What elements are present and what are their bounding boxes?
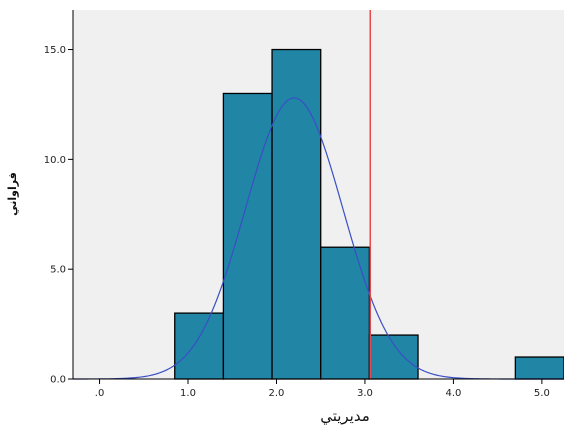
y-tick-label-1: 5.0	[50, 265, 66, 276]
x-axis-title: مديريتي	[320, 407, 370, 426]
y-tick-label-2: 10.0	[44, 155, 66, 166]
histogram-bar-1	[174, 312, 225, 380]
x-axis-ticks: .0 1.0 2.0 3.0 4.0 5.0	[95, 379, 550, 399]
histogram-bar-4	[320, 246, 371, 380]
x-tick-label-0: .0	[95, 388, 105, 399]
histogram-bar-5	[368, 334, 419, 380]
x-tick-label-3: 3.0	[357, 388, 373, 399]
x-tick-label-2: 2.0	[269, 388, 285, 399]
y-axis-title: فراواني	[6, 172, 19, 216]
histogram-bar-2	[222, 92, 273, 380]
x-tick-label-5: 5.0	[534, 388, 550, 399]
x-tick-label-1: 1.0	[180, 388, 196, 399]
x-tick-label-4: 4.0	[445, 388, 461, 399]
histogram-bar-3	[271, 48, 322, 380]
y-tick-label-3: 15.0	[44, 45, 66, 56]
histogram-bar-6	[514, 356, 564, 380]
y-tick-label-0: 0.0	[50, 375, 66, 386]
y-axis-ticks: 0.0 5.0 10.0 15.0	[44, 45, 73, 386]
bars-group	[174, 48, 564, 380]
